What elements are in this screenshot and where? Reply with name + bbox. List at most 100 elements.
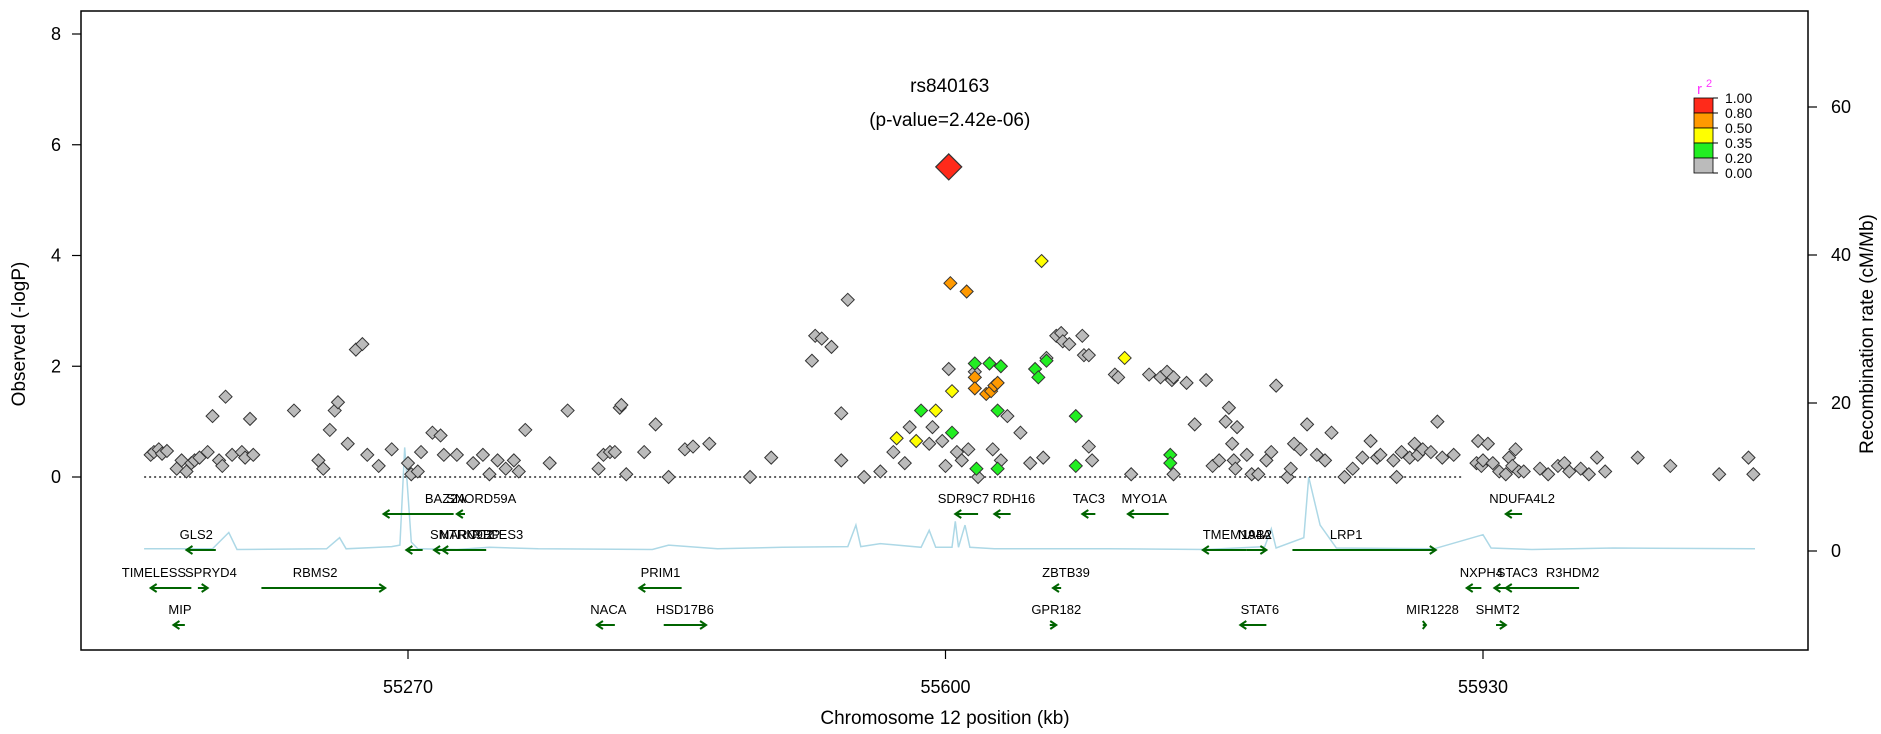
snp-point [1446, 447, 1461, 463]
y-tick-label: 8 [51, 24, 61, 44]
snp-point [340, 436, 355, 451]
snp-point [908, 433, 924, 449]
snp-point [814, 331, 829, 346]
snp-point [1081, 347, 1097, 363]
x-axis-label: Chromosome 12 position (kb) [820, 708, 1069, 729]
snp-point [1034, 253, 1049, 269]
snp-point [482, 467, 497, 482]
snp-point [897, 455, 912, 471]
snp-point [1299, 417, 1315, 432]
snp-point [619, 467, 634, 482]
plot-frame [80, 10, 1809, 651]
snp-point [1540, 467, 1556, 482]
gene-arrow [1201, 545, 1210, 555]
snp-point [1039, 353, 1054, 368]
snp-point [413, 444, 429, 460]
gene-label: LRP1 [1330, 527, 1363, 542]
snp-point [511, 464, 526, 479]
gene-arrow [1504, 583, 1513, 593]
gene-arrow [378, 583, 387, 593]
snp-point [316, 461, 331, 476]
gene-label: NAB2 [1238, 527, 1272, 542]
axis-labels: Observed (-logP) Recombination rate (cM/… [9, 214, 1878, 729]
snp-point [1123, 467, 1139, 482]
snp-point [384, 442, 399, 457]
snp-point [560, 403, 575, 418]
snp-point [648, 417, 663, 432]
snp-point [1141, 367, 1157, 382]
snp-point [944, 383, 960, 399]
snp-point [1389, 469, 1404, 485]
snp-point [1013, 425, 1028, 440]
snp-point [1187, 417, 1202, 432]
gene-label: MYO1A [1121, 491, 1167, 506]
y-tick-label: 6 [51, 135, 61, 155]
y2-tick-label: 40 [1831, 245, 1851, 265]
snp-point [1430, 414, 1445, 429]
snp-point [925, 419, 940, 435]
snp-point [873, 464, 888, 479]
snp-point [1663, 458, 1678, 474]
snp-point [1485, 455, 1500, 471]
gene-arrow [992, 509, 1001, 519]
snp-point [990, 461, 1005, 476]
snp-point [902, 419, 917, 435]
snp-point [371, 458, 386, 474]
snp-point [1363, 433, 1378, 449]
snp-point [1498, 467, 1514, 482]
lead-snp-label: rs840163 [910, 76, 989, 97]
snp-point [490, 453, 505, 468]
gene-label: SNORD59A [446, 491, 516, 506]
gene-arrow [1504, 509, 1513, 519]
snp-point [1355, 450, 1370, 465]
gene-label: TIMELESS [122, 565, 187, 580]
snp-point [967, 381, 983, 396]
gene-label: TMEM194A [1203, 527, 1272, 542]
snp-point [969, 461, 984, 476]
snp-points [143, 253, 1761, 485]
snp-point [1516, 464, 1531, 479]
gene-arrow [699, 620, 708, 630]
legend-label: 0.50 [1725, 120, 1752, 136]
gene-label: ZBTB39 [1042, 565, 1090, 580]
snp-point [990, 403, 1005, 418]
snp-point [1562, 464, 1577, 479]
legend-title-superscript: 2 [1706, 78, 1712, 90]
gene-label: STAT6 [1241, 602, 1280, 617]
gene-label: GLS2 [180, 527, 213, 542]
legend-swatch [1693, 142, 1714, 159]
snp-point [889, 431, 904, 446]
snp-point [286, 403, 302, 418]
snp-point [1198, 372, 1214, 388]
gene-arrow [1126, 509, 1135, 519]
snp-point [1036, 450, 1051, 465]
snp-point [330, 395, 346, 410]
gene-label: TAC3 [1073, 491, 1105, 506]
snp-point [943, 275, 958, 291]
x-tick-label: 55600 [920, 677, 970, 697]
gene-arrow [953, 509, 962, 519]
gene-arrow [595, 620, 604, 630]
snp-point [518, 422, 533, 438]
snp-point [1221, 400, 1237, 415]
snp-point [1110, 370, 1126, 385]
snp-point [1211, 453, 1227, 468]
snp-point [1081, 439, 1097, 454]
snp-point [1423, 444, 1439, 460]
gene-arrow [1429, 545, 1438, 555]
snp-point [200, 444, 215, 460]
snp-point [436, 447, 452, 463]
snp-point [954, 453, 969, 468]
snp-point [246, 447, 261, 463]
snp-point [1711, 467, 1727, 482]
snp-point [856, 469, 872, 485]
gene-arrow [148, 583, 158, 593]
snp-point [985, 442, 1000, 457]
snp-point [1293, 442, 1308, 457]
snp-point [961, 442, 976, 457]
snp-point [475, 447, 491, 463]
snp-point [1373, 447, 1388, 463]
snp-point [1386, 453, 1401, 468]
snp-point [205, 408, 220, 424]
snp-point [1746, 467, 1761, 482]
